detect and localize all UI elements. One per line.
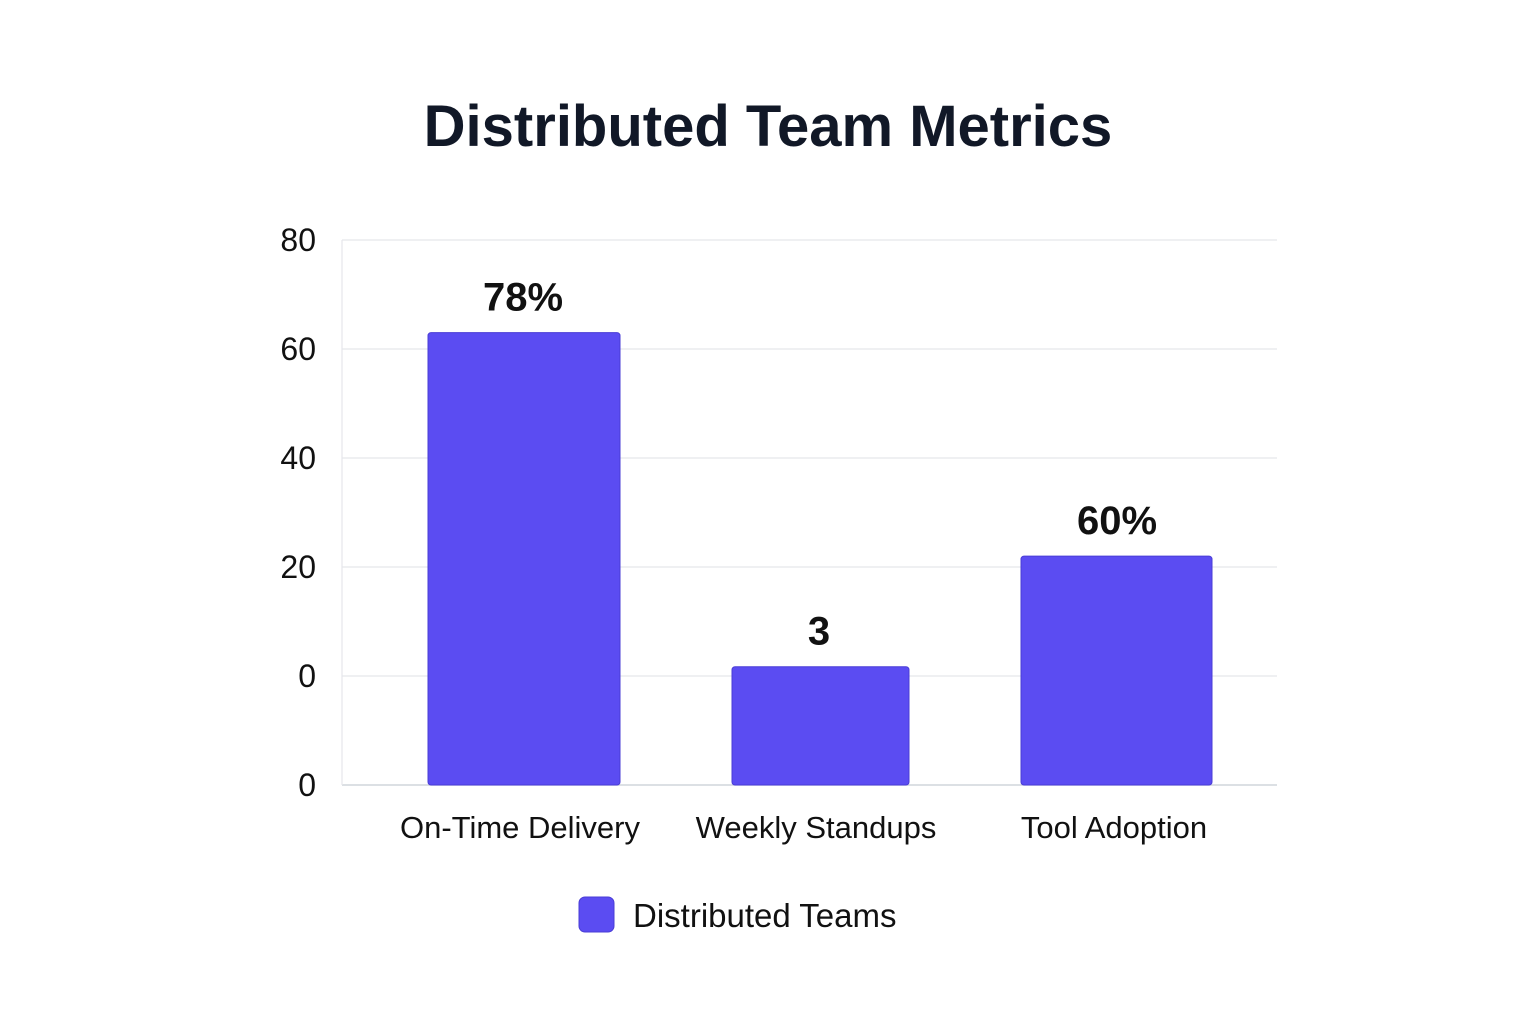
x-category-label: On-Time Delivery <box>400 810 640 845</box>
data-label: 78% <box>483 276 563 320</box>
y-tick-label: 40 <box>280 440 316 476</box>
data-labels: 78% 3 60% <box>483 276 1157 654</box>
bar-tool-adoption <box>1020 555 1213 786</box>
y-tick-label: 0 <box>298 658 316 694</box>
legend: Distributed Teams <box>578 896 897 934</box>
x-category-label: Tool Adoption <box>1021 810 1207 845</box>
bars <box>427 332 1213 786</box>
y-tick-label: 0 <box>298 767 316 803</box>
y-axis-ticks: 80 60 40 20 0 0 <box>280 222 316 803</box>
legend-label: Distributed Teams <box>633 897 897 934</box>
y-tick-label: 80 <box>280 222 316 258</box>
y-tick-label: 60 <box>280 331 316 367</box>
data-label: 3 <box>808 610 830 654</box>
bar-on-time-delivery <box>427 332 621 786</box>
x-category-label: Weekly Standups <box>696 810 937 845</box>
y-tick-label: 20 <box>280 549 316 585</box>
bar-weekly-standups <box>731 666 910 786</box>
chart-title: Distributed Team Metrics <box>423 94 1113 159</box>
legend-swatch <box>578 896 615 933</box>
data-label: 60% <box>1077 499 1157 543</box>
x-axis-categories: On-Time Delivery Weekly Standups Tool Adop… <box>400 810 1207 845</box>
